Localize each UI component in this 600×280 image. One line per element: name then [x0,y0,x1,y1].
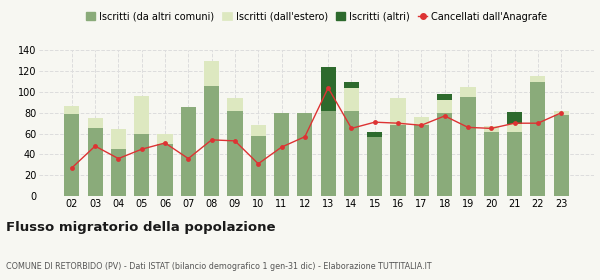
Bar [274,113,289,196]
Bar [181,107,196,196]
Bar [437,113,452,196]
Bar [88,129,103,196]
Legend: Iscritti (da altri comuni), Iscritti (dall'estero), Iscritti (altri), Cancellati: Iscritti (da altri comuni), Iscritti (da… [86,11,547,22]
Bar [64,114,79,196]
Bar [204,61,219,86]
Bar [391,98,406,125]
Bar [64,106,79,114]
Bar [227,98,242,111]
Bar [344,88,359,111]
Bar [367,137,382,196]
Bar [204,86,219,196]
Bar [460,97,476,196]
Bar [507,112,522,124]
Text: COMUNE DI RETORBIDO (PV) - Dati ISTAT (bilancio demografico 1 gen-31 dic) - Elab: COMUNE DI RETORBIDO (PV) - Dati ISTAT (b… [6,262,431,271]
Bar [134,96,149,134]
Bar [554,115,569,196]
Bar [157,134,173,144]
Bar [251,136,266,196]
Bar [507,132,522,196]
Bar [530,76,545,81]
Bar [460,87,476,97]
Bar [484,126,499,132]
Bar [391,125,406,196]
Bar [437,94,452,100]
Bar [88,118,103,129]
Bar [437,100,452,113]
Bar [414,125,429,196]
Bar [320,67,336,111]
Bar [367,132,382,137]
Bar [320,111,336,196]
Bar [111,149,126,196]
Bar [157,144,173,196]
Bar [344,81,359,88]
Bar [297,113,313,196]
Bar [484,132,499,196]
Text: Flusso migratorio della popolazione: Flusso migratorio della popolazione [6,221,275,234]
Bar [251,125,266,136]
Bar [227,111,242,196]
Bar [344,111,359,196]
Bar [111,129,126,149]
Bar [554,111,569,115]
Bar [134,134,149,196]
Bar [507,124,522,132]
Bar [530,81,545,196]
Bar [414,117,429,125]
